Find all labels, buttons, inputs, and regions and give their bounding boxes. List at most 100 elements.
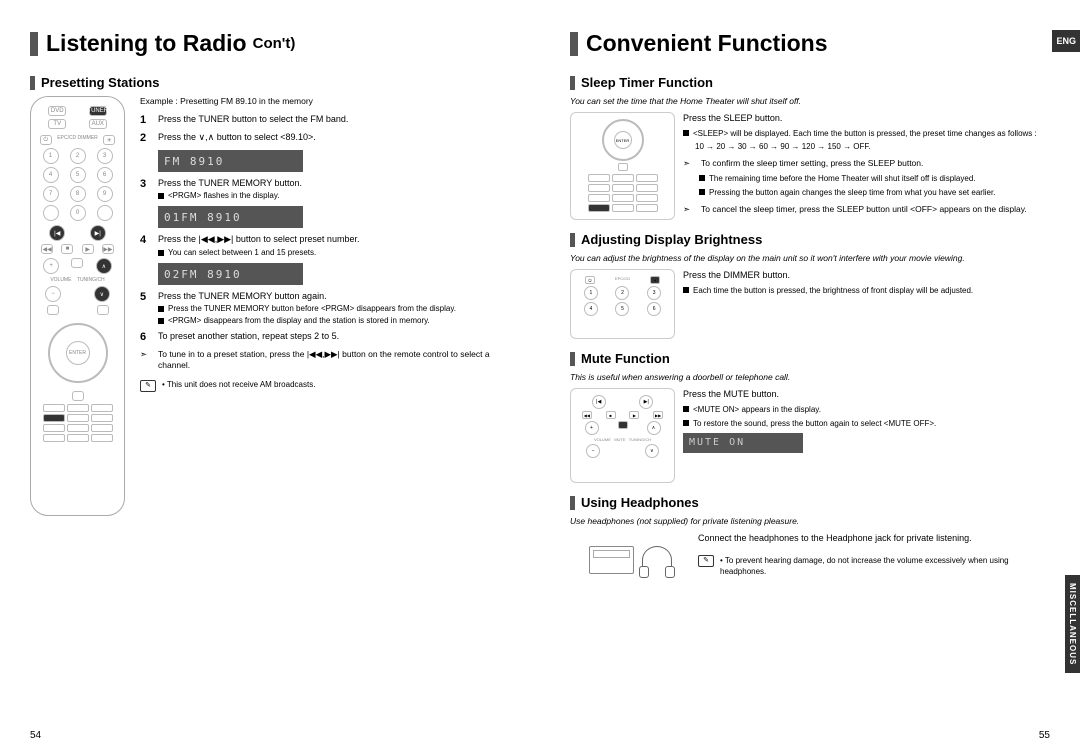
headphones-icon [642,546,672,574]
step-text: Press the TUNER button to select the FM … [158,114,510,124]
step-text: Press the TUNER MEMORY button again. [158,291,327,301]
remote-btn-0: 0 [70,205,86,221]
remote-btn-aux: AUX [89,119,107,129]
h2-bar-icon [570,76,575,90]
page-number-right: 55 [1039,730,1050,741]
arrow-icon: ➣ [683,204,695,216]
remote-btn-cancel [97,205,113,221]
remote-btn-remain [43,205,59,221]
h2-bright: Adjusting Display Brightness [570,232,1050,247]
remote-enter-btn: ENTER [66,341,90,365]
bullet-icon [683,406,689,412]
remote-btn-3: 3 [97,148,113,164]
remote-btn-2: 2 [70,148,86,164]
remote-btn-9: 9 [97,186,113,202]
bullet-icon [699,189,705,195]
title-bar-icon [570,32,578,56]
remote-btn-ff: ▶▶ [102,244,114,254]
step-1: 1 Press the TUNER button to select the FM… [140,114,510,126]
title-text: Listening to Radio [46,30,247,57]
note-icon: ✎ [140,380,156,392]
hp-note: Use headphones (not supplied) for privat… [570,516,1050,526]
remote-btn-1: 1 [43,148,59,164]
preset-content: DVDTUNER TVAUX ⏻EPC/CD DIMMER☀ 123 456 7… [30,96,510,516]
bullet-icon [683,130,689,136]
example-text: Example : Presetting FM 89.10 in the mem… [140,96,510,106]
mute-row: |◀▶| ◀◀■▶▶▶ +∧ VOLUME MUTE TUNING/CH −∨ … [570,388,1050,483]
step-text: Press the ∨,∧ button to select <89.10>. [158,132,510,143]
remote-btn-volup: + [43,258,59,274]
remote-btn-tunermem [43,414,65,422]
h2-bar-icon [30,76,35,90]
remote-btn-next: ▶| [90,225,106,241]
bullet-icon [158,193,164,199]
h2-sleep: Sleep Timer Function [570,75,1050,90]
bullet-icon [699,175,705,181]
bullet-icon [158,318,164,324]
step-num: 3 [140,178,152,190]
step-num: 1 [140,114,152,126]
remote-btn-prev: |◀ [49,225,65,241]
hp-warn: ✎• To prevent hearing damage, do not inc… [698,555,1050,577]
remote-btn-power: ⏻ [40,135,52,145]
sleep-cancel: ➣To cancel the sleep timer, press the SL… [683,204,1050,216]
sleep-btn-hl [588,204,610,212]
h2-mute: Mute Function [570,351,1050,366]
step-2: 2Press the ∨,∧ button to select <89.10>. [140,132,510,144]
page-left: Listening to Radio Con't) Presetting Sta… [0,0,540,753]
eng-badge: ENG [1052,30,1080,52]
remote-btn-menu [47,305,59,315]
title-convenient: Convenient Functions [570,30,1050,57]
h2-presetting: Presetting Stations [30,75,510,90]
step-text: To preset another station, repeat steps … [158,331,510,341]
side-tab-misc: MISCELLANEOUS [1065,575,1080,673]
remote-btn-dvd: DVD [48,106,66,116]
title-bar-icon [30,32,38,56]
lcd-display-1: FM 8910 [158,150,303,172]
sleep-confirm: ➣To confirm the sleep timer setting, pre… [683,158,1050,170]
remote-btn-chup: ∧ [96,258,112,274]
hp-text: Connect the headphones to the Headphone … [698,532,1050,545]
step-3: 3 Press the TUNER MEMORY button. <PRGM> … [140,178,510,200]
hp-row: Connect the headphones to the Headphone … [570,532,1050,587]
remote-btn-stop: ■ [61,244,73,254]
step-num: 4 [140,234,152,246]
remote-btn-tv: TV [48,119,66,129]
remote-btn-6: 6 [97,167,113,183]
step-sub: <PRGM> flashes in the display. [158,191,510,200]
remote-btn-mute [71,258,83,268]
remote-btn-7: 7 [43,186,59,202]
sleep-note: You can set the time that the Home Theat… [570,96,1050,106]
mute-note: This is useful when answering a doorbell… [570,372,1050,382]
bullet-icon [683,287,689,293]
remote-btn-8: 8 [70,186,86,202]
h2-headphones: Using Headphones [570,495,1050,510]
headphone-diagram [570,532,690,587]
h2-bar-icon [570,233,575,247]
step-num: 5 [140,291,152,303]
sleep-row: ENTER Press the SLEEP button. <SLEEP> wi… [570,112,1050,220]
mute-press: Press the MUTE button. [683,388,1050,401]
step-4: 4 Press the |◀◀,▶▶| button to select pre… [140,234,510,257]
remote-btn-tuner: TUNER [89,106,107,116]
steps-column: Example : Presetting FM 89.10 in the mem… [140,96,510,516]
remote-snippet-mute: |◀▶| ◀◀■▶▶▶ +∧ VOLUME MUTE TUNING/CH −∨ [570,388,675,483]
remote-btn-return [97,305,109,315]
tune-note: ➣To tune in to a preset station, press t… [140,349,510,370]
arrow-icon: ➣ [140,349,152,360]
bullet-icon [158,306,164,312]
step-sub: You can select between 1 and 15 presets. [158,248,510,257]
remote-snippet-sleep: ENTER [570,112,675,220]
h2-text: Presetting Stations [41,75,159,90]
step-num: 6 [140,331,152,343]
title-text: Convenient Functions [586,30,828,57]
arrow-icon: ➣ [683,158,695,170]
title-listening-radio: Listening to Radio Con't) [30,30,510,57]
sleep-sub: <SLEEP> will be displayed. Each time the… [683,128,1050,139]
step-text: Press the |◀◀,▶▶| button to select prese… [158,234,359,244]
remote-btn-5: 5 [70,167,86,183]
home-theater-icon [589,546,634,574]
page-right: ENG MISCELLANEOUS Convenient Functions S… [540,0,1080,753]
dimmer-btn-hl: ☀ [650,276,660,284]
h2-bar-icon [570,352,575,366]
